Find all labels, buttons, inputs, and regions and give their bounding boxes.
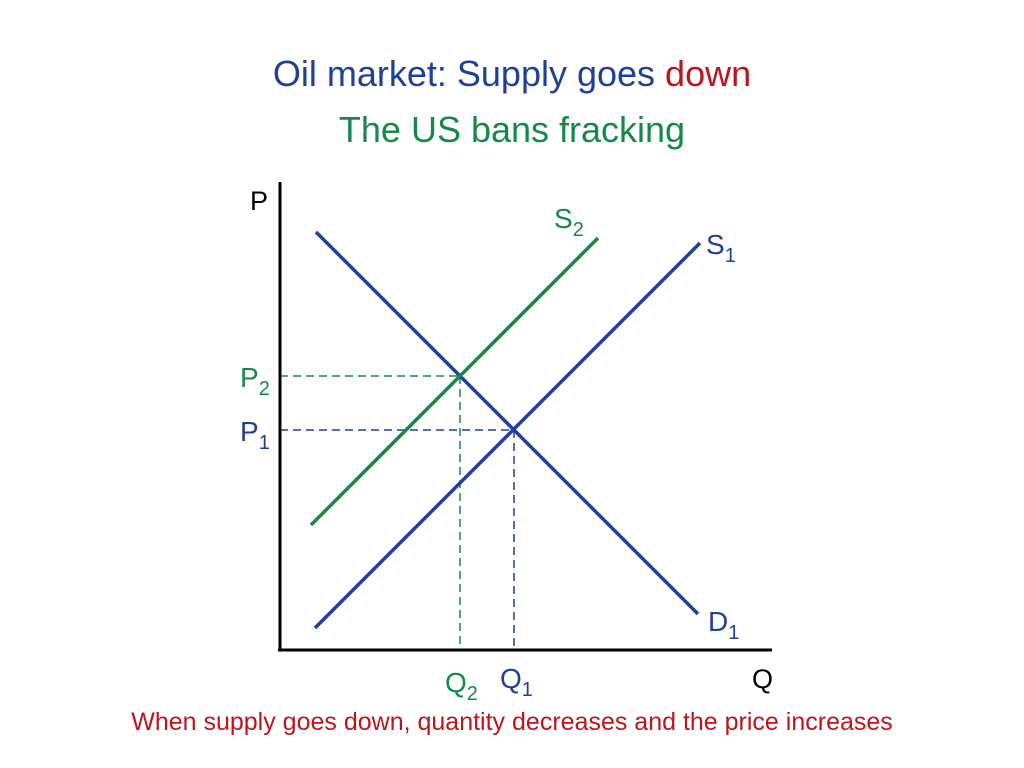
q2-label: Q2 xyxy=(445,667,478,705)
q1-label: Q1 xyxy=(500,663,533,701)
title-line-2: The US bans fracking xyxy=(338,109,686,150)
s2-label: S2 xyxy=(554,203,584,241)
d1-label: D1 xyxy=(708,606,739,644)
p2-label: P2 xyxy=(240,362,270,400)
supply-curve-s2 xyxy=(309,236,600,527)
supply-curve-s1 xyxy=(313,241,702,630)
caption: When supply goes down, quantity decrease… xyxy=(131,708,893,736)
demand-curve-d1 xyxy=(314,230,700,616)
s1-label: S1 xyxy=(706,229,736,267)
p1-label: P1 xyxy=(240,416,270,454)
x-axis-label: Q xyxy=(752,664,773,694)
title-line-1: Oil market: Supply goes down xyxy=(0,54,1024,94)
y-axis-label: P xyxy=(250,186,268,216)
title-highlight: down xyxy=(665,53,752,94)
title-prefix: Oil market: Supply goes xyxy=(272,53,666,94)
